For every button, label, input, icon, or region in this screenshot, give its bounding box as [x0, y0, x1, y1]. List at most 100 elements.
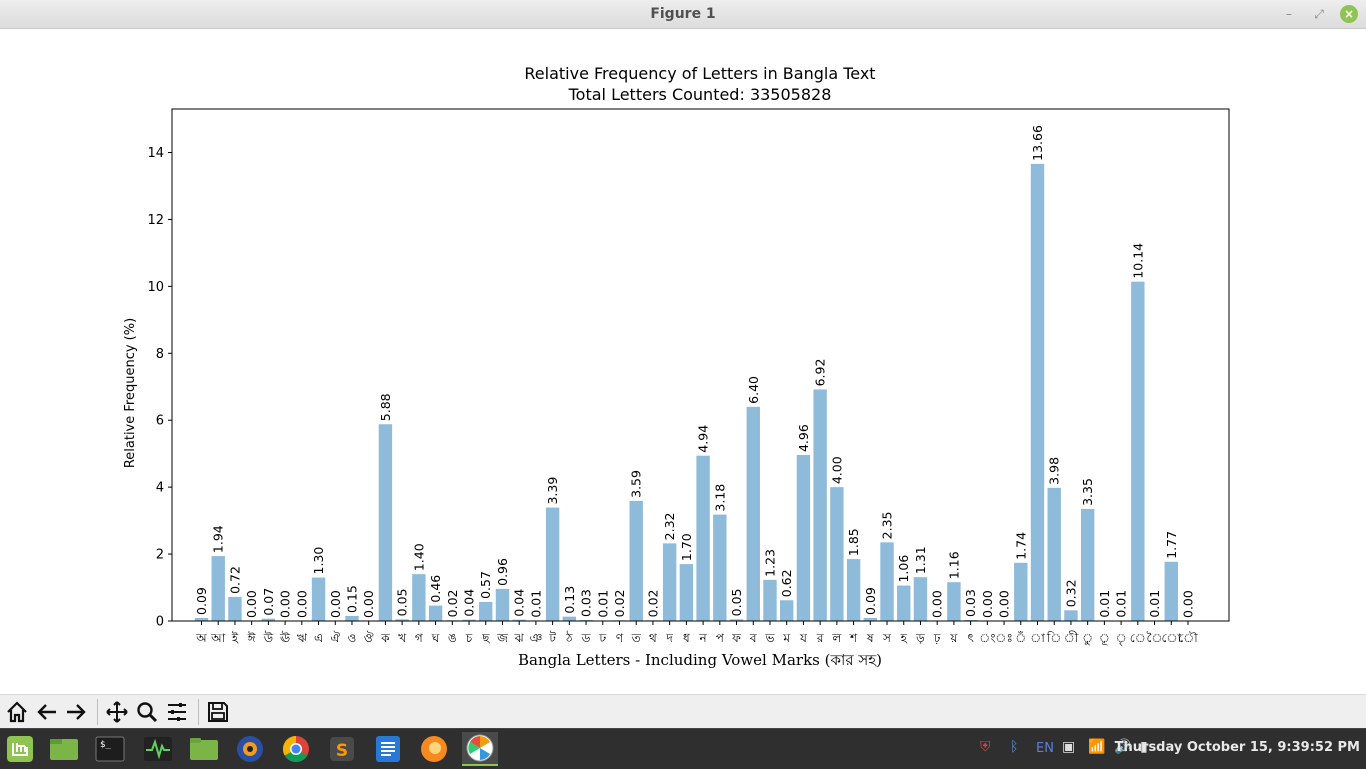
bar	[947, 582, 960, 621]
home-icon	[5, 700, 29, 724]
bar	[763, 580, 776, 621]
pan-button[interactable]	[103, 699, 131, 725]
firefox-launcher[interactable]	[416, 732, 452, 766]
clipboard-tray-button[interactable]: ▣	[1062, 739, 1075, 755]
x-tick-label: ফ	[731, 631, 741, 645]
audio-icon	[235, 734, 265, 764]
bar-value-label: 2.32	[662, 513, 677, 541]
bar	[345, 616, 358, 621]
bar	[563, 617, 576, 621]
bluetooth-tray-button[interactable]: ᛒ	[1010, 739, 1018, 755]
x-tick-label: হ	[900, 631, 908, 645]
configure-subplots-button[interactable]	[163, 699, 191, 725]
minimize-button[interactable]: –	[1280, 5, 1298, 23]
bar-value-label: 1.70	[679, 533, 694, 561]
firefox-icon	[419, 734, 449, 764]
bar-value-label: 0.02	[645, 589, 660, 617]
x-tick-label: ধ	[683, 631, 690, 645]
x-tick-label: স	[882, 631, 892, 645]
sublime-icon: S	[327, 734, 357, 764]
bar-value-label: 1.30	[311, 547, 326, 575]
bar	[914, 577, 927, 621]
x-tick-label: ঔ	[364, 631, 374, 645]
security-tray-button[interactable]: ⛨	[980, 739, 991, 755]
bar-value-label: 3.59	[629, 470, 644, 498]
bar	[713, 515, 726, 621]
shield-alert-icon: ⛨	[980, 739, 991, 755]
forward-arrow-icon	[64, 700, 88, 724]
x-tick-label: ভ	[765, 631, 776, 645]
maximize-button[interactable]: ⤢	[1310, 5, 1328, 23]
show-desktop-button[interactable]	[46, 732, 82, 766]
x-tick-label: ে	[1130, 631, 1146, 645]
figure-canvas[interactable]: Relative Frequency of Letters in Bangla …	[0, 28, 1366, 694]
bar-value-label: 0.00	[1180, 590, 1195, 618]
x-tick-label: ণ	[616, 631, 624, 645]
bar-value-label: 10.14	[1130, 243, 1145, 279]
bar-value-label: 0.02	[445, 589, 460, 617]
x-tick-label: ূ	[1099, 631, 1110, 646]
x-tick-label: া	[1030, 631, 1045, 645]
x-tick-label: ঋ	[297, 631, 308, 645]
bar-value-label: 0.01	[528, 590, 543, 618]
bar	[1064, 610, 1077, 621]
bar-value-label: 0.32	[1063, 579, 1078, 607]
bar-value-label: 2.35	[880, 512, 895, 540]
bar-value-label: 4.94	[696, 425, 711, 453]
x-tick-label: এ	[314, 631, 323, 645]
y-tick-label: 8	[156, 347, 164, 362]
save-button[interactable]	[204, 699, 232, 725]
x-tick-label: ঢ	[598, 631, 606, 645]
bar-value-label: 0.01	[595, 590, 610, 618]
keyboard-layout-indicator[interactable]: EN	[1036, 741, 1054, 756]
bar	[797, 455, 810, 621]
bar-value-label: 6.40	[746, 376, 761, 404]
bar-value-label: 0.00	[278, 590, 293, 618]
x-tick-label: ড়	[915, 631, 925, 645]
audio-player-launcher[interactable]	[232, 732, 268, 766]
close-button[interactable]: ×	[1340, 5, 1358, 23]
back-arrow-icon	[35, 700, 59, 724]
system-monitor-icon	[143, 736, 173, 762]
bar-value-label: 0.00	[294, 590, 309, 618]
svg-text:$_: $_	[100, 740, 111, 750]
system-monitor-launcher[interactable]	[140, 732, 176, 766]
text-editor-launcher[interactable]	[370, 732, 406, 766]
terminal-launcher[interactable]: $_	[92, 732, 128, 766]
clock[interactable]: Thursday October 15, 9:39:52 PM	[1115, 740, 1360, 755]
bar-value-label: 13.66	[1030, 125, 1045, 161]
bar-value-label: 4.00	[829, 456, 844, 484]
bar-value-label: 0.04	[512, 589, 527, 617]
forward-button[interactable]	[62, 699, 90, 725]
matplotlib-window-button[interactable]	[462, 732, 498, 766]
zoom-button[interactable]	[133, 699, 161, 725]
bar-value-label: 0.04	[462, 589, 477, 617]
toolbar-separator	[97, 699, 98, 725]
bar-value-label: 3.18	[712, 484, 727, 512]
sublime-launcher[interactable]: S	[324, 732, 360, 766]
x-tick-label: ঐ	[330, 631, 340, 645]
x-tick-label: ন	[699, 631, 708, 645]
bar	[663, 543, 676, 621]
sliders-icon	[165, 700, 189, 724]
mint-menu-button[interactable]	[2, 732, 38, 766]
network-tray-button[interactable]: 📶	[1088, 739, 1105, 755]
bar-value-label: 1.06	[896, 555, 911, 583]
bar-value-label: 0.00	[328, 590, 343, 618]
bar	[496, 589, 509, 621]
x-tick-label: ৃ	[1115, 631, 1126, 646]
save-icon	[206, 700, 230, 724]
files-launcher[interactable]	[186, 732, 222, 766]
home-button[interactable]	[3, 699, 31, 725]
restore-icon: ⤢	[1314, 7, 1324, 21]
back-button[interactable]	[33, 699, 61, 725]
y-tick-label: 10	[147, 280, 164, 295]
x-tick-label: ঠ	[565, 631, 573, 645]
bar-value-label: 1.40	[411, 543, 426, 571]
bar-value-label: 3.39	[545, 477, 560, 505]
bar-value-label: 1.16	[946, 551, 961, 579]
bar-value-label: 3.98	[1047, 457, 1062, 485]
x-tick-label: ঢ়	[933, 631, 941, 645]
chrome-launcher[interactable]	[278, 732, 314, 766]
files-icon	[49, 736, 79, 762]
